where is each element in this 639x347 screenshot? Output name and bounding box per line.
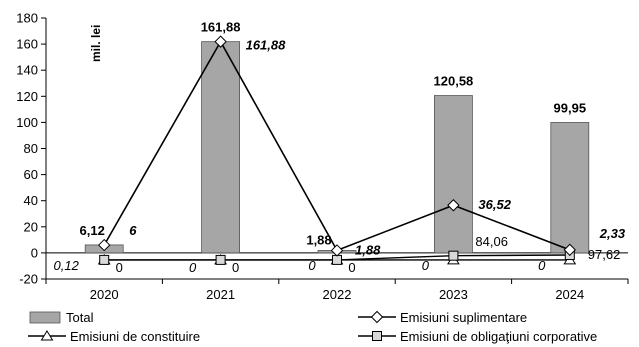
legend-item-triangle: Emisiuni de constituire — [28, 329, 200, 344]
x-tick-label: 2024 — [555, 287, 584, 302]
y-tick-label: 80 — [24, 141, 38, 156]
bar-total-2024 — [550, 122, 590, 254]
label-supl-2022: 1,88 — [355, 242, 381, 257]
label-oblig-2021: 0 — [232, 260, 239, 275]
label-const-2022: 0 — [308, 258, 316, 273]
label-oblig-2024: 97,62 — [588, 247, 621, 262]
label-const-2020: 0,12 — [54, 258, 80, 273]
label-total-2024: 99,95 — [554, 100, 587, 115]
label-total-2020: 6,12 — [80, 223, 105, 238]
y-axis-label: mil. lei — [89, 25, 103, 62]
bar-total-2021 — [201, 41, 241, 254]
label-const-2023: 0 — [422, 258, 430, 273]
label-oblig-2022: 0 — [348, 260, 355, 275]
bar-total-2023 — [433, 95, 473, 254]
label-oblig-2020: 0 — [116, 260, 123, 275]
label-oblig-2023: 84,06 — [475, 234, 508, 249]
marker-square-2021 — [215, 254, 226, 265]
label-const-2024: 0 — [538, 258, 546, 273]
marker-square-2023 — [448, 250, 459, 261]
y-tick-label: 120 — [16, 89, 38, 104]
marker-diamond-2022 — [330, 244, 344, 257]
legend-label-diamond: Emisiuni suplimentare — [400, 310, 527, 325]
y-tick-label: 160 — [16, 37, 38, 52]
legend-item-square: Emisiuni de obligaţiuni corporative — [358, 329, 597, 344]
line-diamond — [103, 39, 571, 252]
legend-item-bar: Total — [29, 310, 94, 325]
marker-diamond-2023 — [447, 199, 460, 212]
y-tick-label: 0 — [31, 245, 38, 260]
marker-diamond-2024 — [563, 243, 577, 257]
x-tick-label: 2022 — [323, 287, 352, 302]
label-const-2021: 0 — [189, 260, 197, 275]
y-tick-label: 140 — [16, 63, 38, 78]
label-total-2023: 120,58 — [434, 74, 474, 89]
marker-diamond-2020 — [97, 238, 111, 252]
label-total-2022: 1,88 — [306, 232, 331, 247]
x-tick-label: 2021 — [206, 287, 235, 302]
legend-label-triangle: Emisiuni de constituire — [70, 329, 200, 344]
marker-square-2020 — [99, 254, 110, 265]
legend-swatch-total — [29, 311, 61, 324]
y-tick-label: 60 — [24, 167, 38, 182]
y-tick-label: 100 — [16, 115, 38, 130]
label-total-2021: 161,88 — [201, 20, 241, 35]
marker-diamond-2021 — [214, 35, 227, 48]
legend-label-total: Total — [66, 310, 94, 325]
y-tick-label: 40 — [24, 193, 38, 208]
legend-label-square: Emisiuni de obligaţiuni corporative — [400, 329, 597, 344]
x-tick-label: 2023 — [439, 287, 468, 302]
label-supl-2021: 161,88 — [246, 38, 287, 53]
marker-square-2022 — [332, 254, 342, 265]
legend-marker-triangle — [40, 330, 54, 341]
legend-item-diamond: Emisiuni suplimentare — [358, 310, 527, 325]
y-tick-label: 180 — [16, 11, 38, 26]
label-supl-2020: 6 — [129, 223, 137, 238]
legend-marker-diamond — [370, 310, 384, 324]
label-supl-2023: 36,52 — [478, 197, 511, 212]
x-tick-label: 2020 — [90, 287, 119, 302]
y-tick-label: 20 — [24, 219, 38, 234]
label-supl-2024: 2,33 — [599, 226, 626, 241]
legend-marker-square — [372, 331, 382, 341]
y-tick-label: -20 — [19, 272, 38, 287]
